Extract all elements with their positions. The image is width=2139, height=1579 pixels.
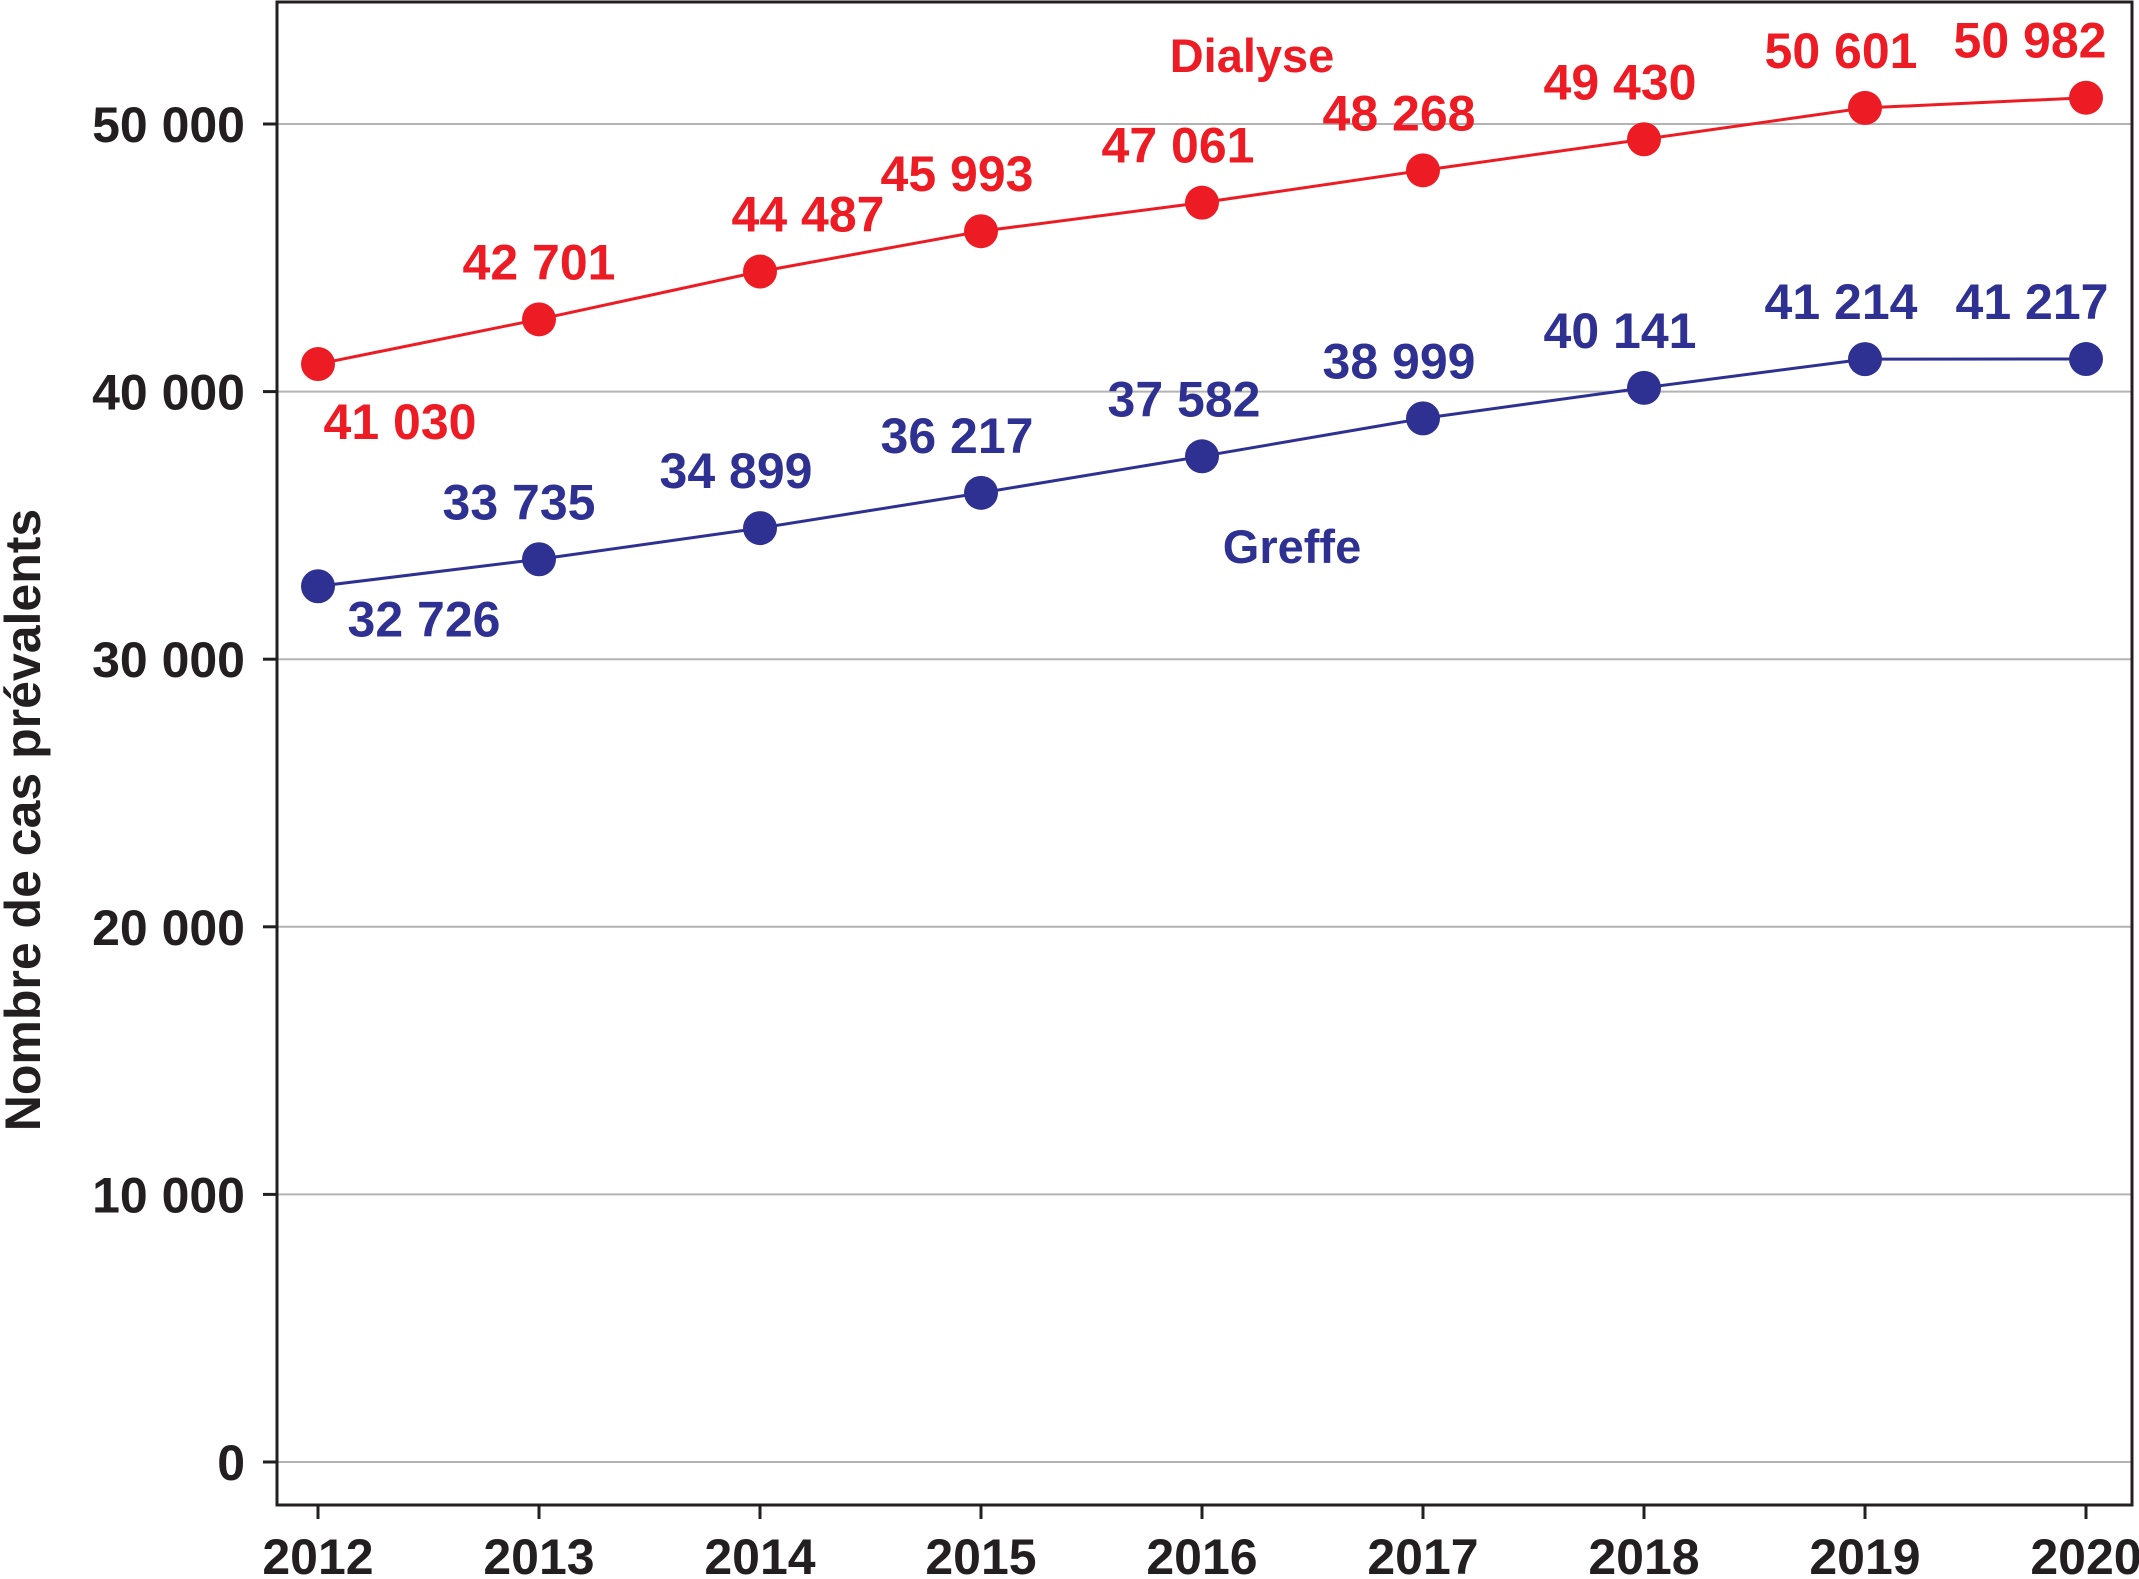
data-label-dialyse: 49 430 — [1544, 54, 1697, 110]
y-axis: 0 10 000 20 000 30 000 40 000 50 000 — [92, 97, 277, 1491]
data-label-greffe: 37 582 — [1108, 371, 1261, 427]
data-label-greffe: 41 217 — [1956, 274, 2109, 330]
data-label-dialyse: 47 061 — [1102, 118, 1255, 174]
data-point-dialyse — [1627, 122, 1661, 157]
data-label-greffe: 41 214 — [1765, 274, 1918, 330]
series-layer — [301, 80, 2103, 604]
data-point-greffe — [301, 569, 335, 604]
y-tick-label: 40 000 — [92, 365, 245, 421]
data-point-dialyse — [522, 302, 556, 337]
data-label-greffe: 38 999 — [1323, 333, 1476, 389]
data-label-greffe: 34 899 — [660, 443, 813, 499]
data-point-greffe — [1627, 370, 1661, 405]
data-point-greffe — [1848, 342, 1882, 377]
x-axis: 2012 2013 2014 2015 2016 2017 2018 2019 2020 — [262, 1505, 2139, 1579]
data-point-dialyse — [1848, 90, 1882, 125]
x-tick-label: 2015 — [925, 1529, 1036, 1579]
data-point-dialyse — [1185, 185, 1219, 220]
data-point-greffe — [2069, 342, 2103, 377]
data-label-dialyse: 50 601 — [1765, 23, 1918, 79]
data-point-greffe — [743, 511, 777, 546]
data-point-dialyse — [301, 347, 335, 382]
y-axis-title: Nombre de cas prévalents — [0, 509, 51, 1132]
data-label-dialyse: 44 487 — [732, 187, 885, 243]
series-greffe — [301, 342, 2103, 604]
series-name-greffe: Greffe — [1223, 520, 1361, 573]
x-tick-label: 2020 — [2030, 1529, 2139, 1579]
gridlines — [277, 123, 2132, 1463]
data-label-dialyse: 41 030 — [324, 394, 477, 450]
x-tick-label: 2014 — [704, 1529, 815, 1579]
x-tick-label: 2013 — [483, 1529, 594, 1579]
series-dialyse — [301, 80, 2103, 382]
x-tick-label: 2017 — [1367, 1529, 1478, 1579]
y-tick-label: 10 000 — [92, 1167, 245, 1223]
plot-frame — [275, 0, 2134, 1507]
data-label-greffe: 40 141 — [1544, 303, 1697, 359]
x-tick-label: 2016 — [1146, 1529, 1257, 1579]
data-label-dialyse: 42 701 — [463, 234, 616, 290]
data-point-greffe — [522, 542, 556, 577]
y-tick-label: 20 000 — [92, 900, 245, 956]
data-point-greffe — [964, 475, 998, 510]
data-point-dialyse — [2069, 80, 2103, 115]
x-tick-label: 2019 — [1809, 1529, 1920, 1579]
x-tick-label: 2012 — [262, 1529, 373, 1579]
data-point-dialyse — [743, 254, 777, 289]
data-label-dialyse: 48 268 — [1323, 85, 1476, 141]
x-tick-label: 2018 — [1588, 1529, 1699, 1579]
y-tick-label: 0 — [217, 1435, 245, 1491]
data-label-dialyse: 45 993 — [881, 146, 1034, 202]
data-label-greffe: 32 726 — [348, 591, 501, 647]
data-point-greffe — [1185, 439, 1219, 474]
y-tick-label: 50 000 — [92, 97, 245, 153]
data-label-greffe: 33 735 — [443, 474, 596, 530]
data-point-dialyse — [964, 214, 998, 249]
data-label-dialyse: 50 982 — [1954, 13, 2107, 69]
series-name-dialyse: Dialyse — [1170, 29, 1335, 82]
data-label-greffe: 36 217 — [881, 408, 1034, 464]
data-point-dialyse — [1406, 153, 1440, 188]
y-tick-label: 30 000 — [92, 632, 245, 688]
data-point-greffe — [1406, 401, 1440, 436]
